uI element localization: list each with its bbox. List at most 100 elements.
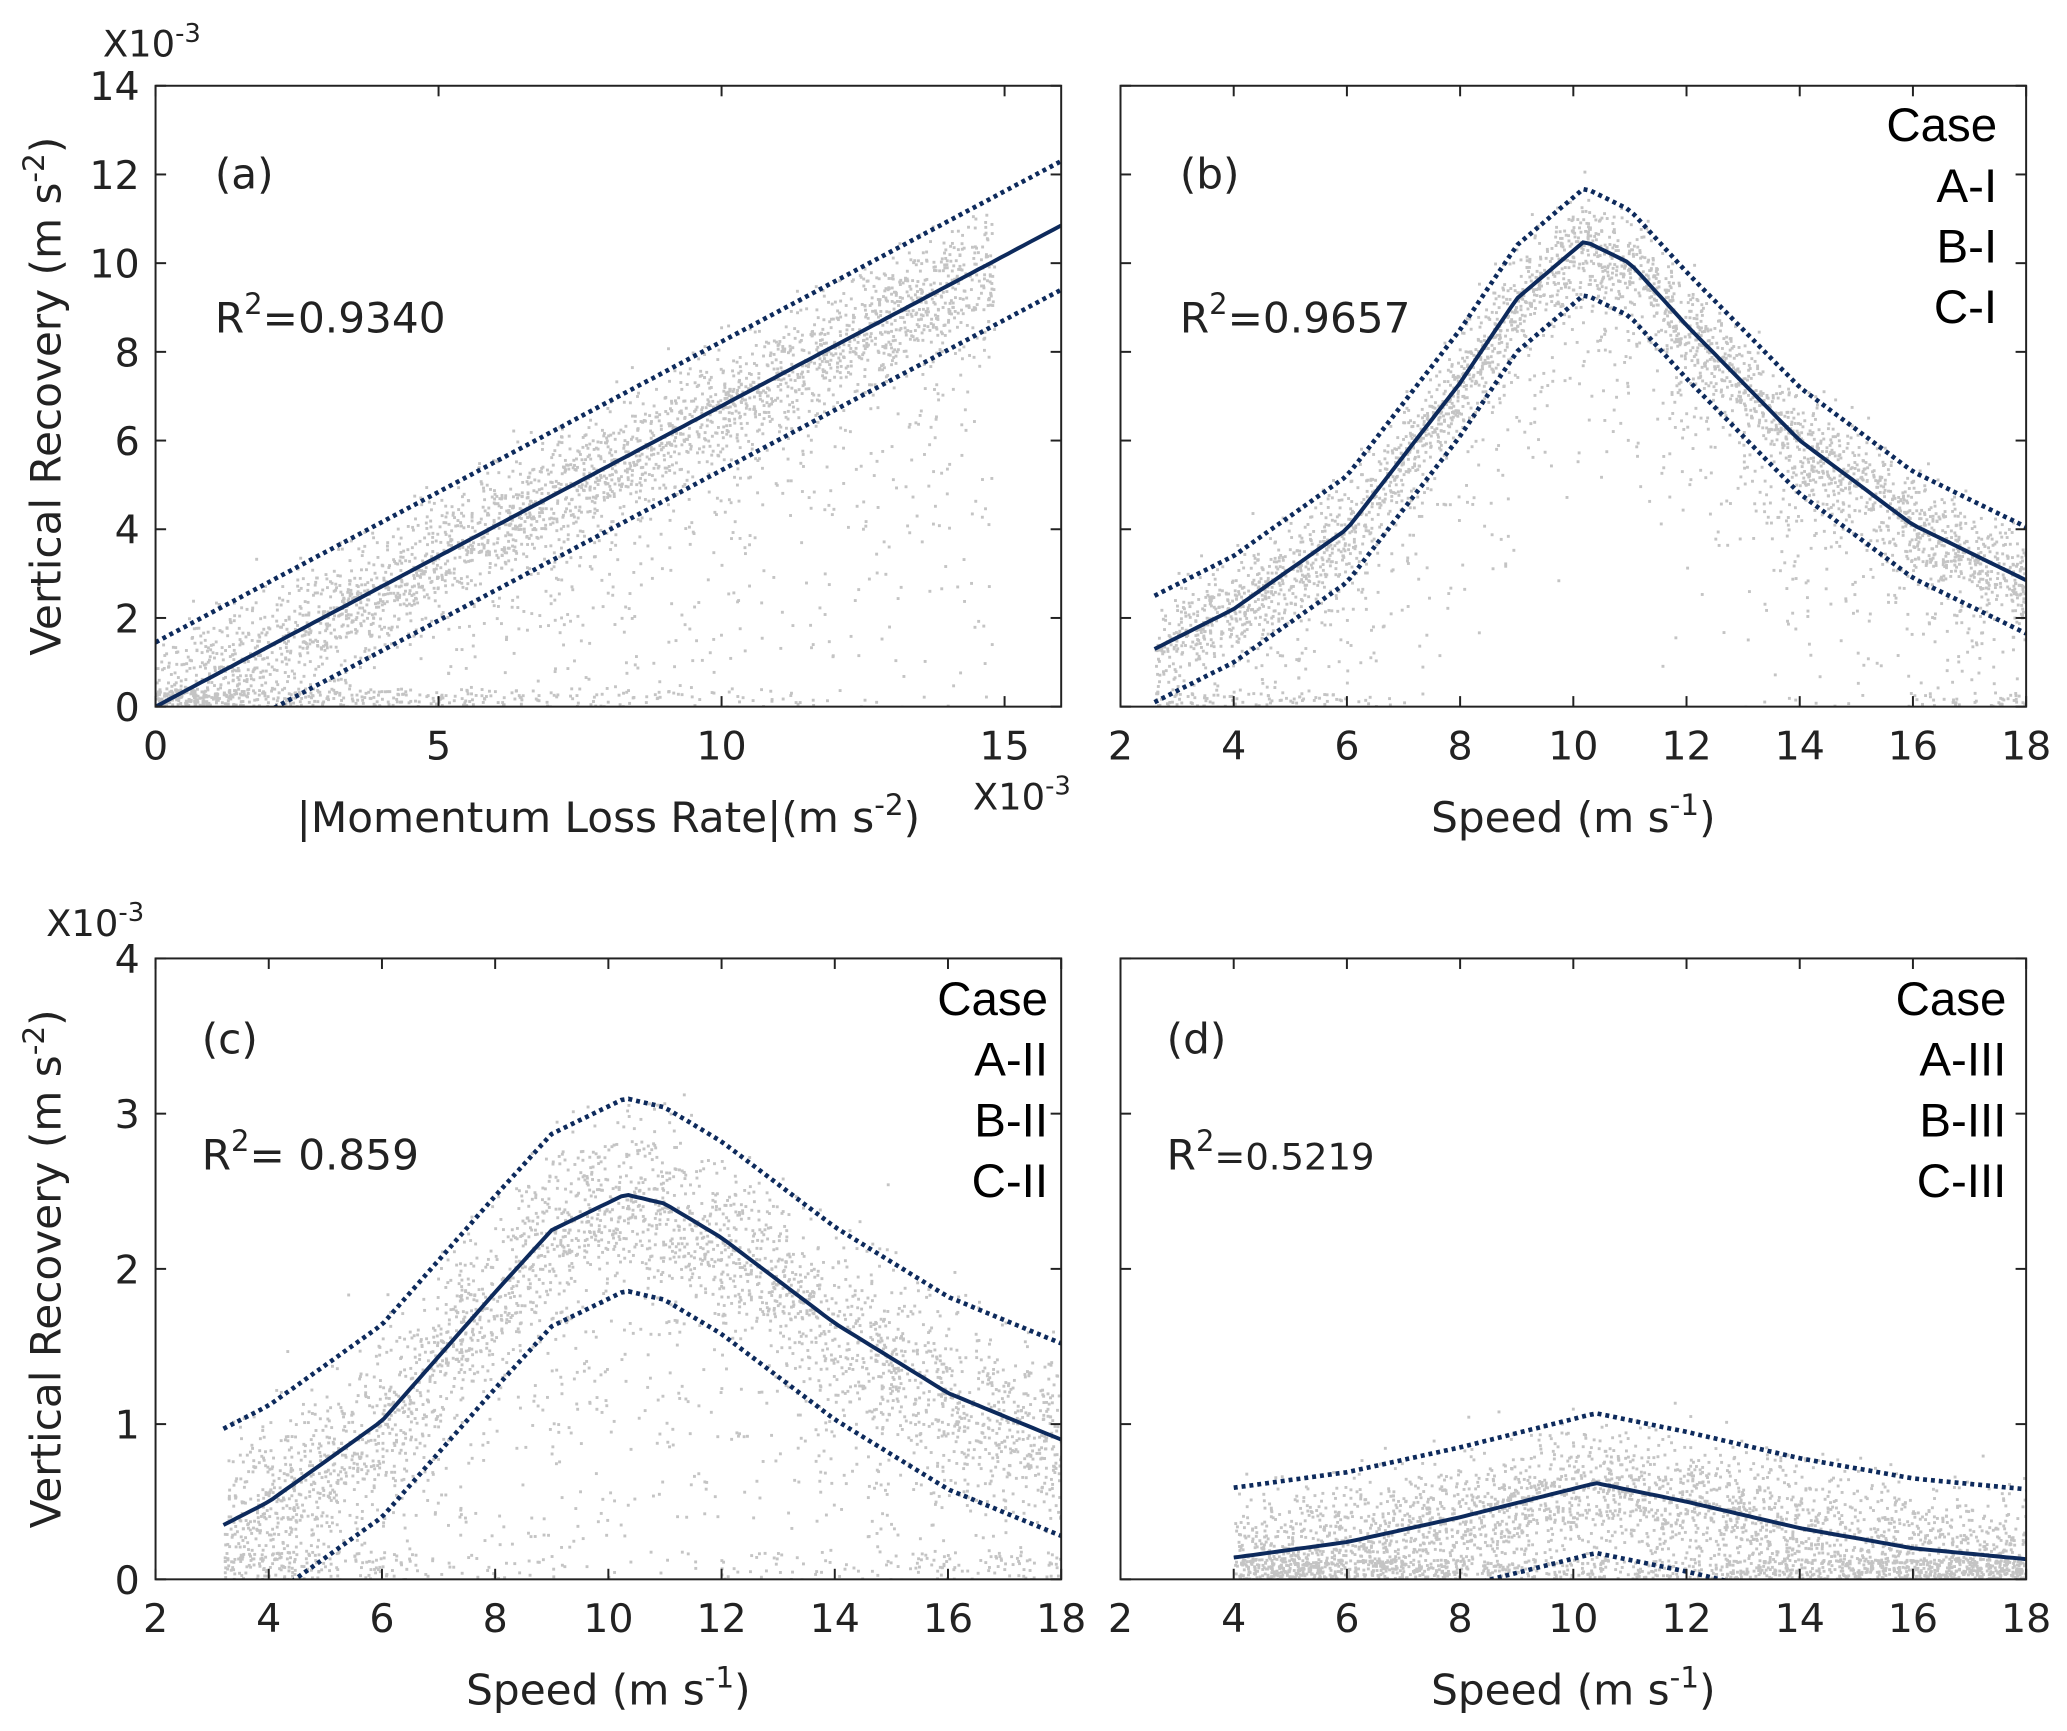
scatter-point	[738, 378, 741, 382]
scatter-point	[624, 484, 628, 488]
y-axis-label-tail: )	[22, 137, 71, 153]
scatter-point	[453, 576, 457, 580]
scatter-point	[1223, 614, 1227, 618]
scatter-point	[536, 572, 540, 575]
scatter-point	[442, 548, 446, 552]
scatter-point	[952, 684, 956, 688]
scatter-point	[1832, 493, 1836, 497]
scatter-point	[965, 323, 969, 327]
scatter-point	[362, 619, 366, 623]
scatter-point	[1654, 333, 1658, 337]
scatter-point	[580, 483, 584, 487]
scatter-point	[807, 496, 811, 500]
scatter-point	[985, 213, 989, 217]
scatter-point	[486, 513, 489, 517]
scatter-point	[478, 521, 482, 524]
scatter-point	[462, 514, 466, 518]
scatter-point	[729, 501, 733, 505]
scatter-point	[455, 648, 459, 652]
scatter-point	[511, 598, 515, 602]
scatter-point	[714, 393, 718, 397]
scatter-point	[1492, 291, 1496, 295]
scatter-point	[836, 365, 839, 369]
scatter-point	[1364, 607, 1368, 611]
scatter-point	[602, 474, 606, 478]
scatter-point	[387, 703, 391, 707]
scatter-point	[571, 588, 575, 592]
scatter-point	[891, 256, 895, 260]
scatter-point	[646, 446, 649, 450]
scatter-point	[1933, 504, 1937, 508]
scatter-point	[458, 555, 462, 559]
scatter-point	[914, 263, 918, 267]
scatter-point	[606, 492, 610, 496]
scatter-point	[1270, 622, 1274, 626]
scatter-point	[204, 689, 208, 693]
scatter-point	[801, 453, 805, 456]
scatter-point	[233, 692, 237, 696]
scatter-point	[925, 309, 928, 313]
scatter-point	[1489, 355, 1493, 359]
scatter-point	[263, 694, 267, 698]
scatter-point	[774, 358, 778, 362]
scatter-point	[1781, 446, 1785, 450]
scatter-point	[541, 441, 545, 445]
scatter-point	[221, 666, 225, 669]
scatter-point	[839, 364, 843, 368]
scatter-point	[1438, 654, 1442, 658]
scatter-point	[870, 322, 874, 326]
scatter-point	[802, 382, 806, 386]
scatter-point	[375, 541, 379, 545]
scatter-point	[1725, 376, 1729, 380]
scatter-point	[1378, 506, 1382, 510]
scatter-point	[361, 606, 365, 610]
scatter-point	[953, 309, 957, 313]
scatter-point	[381, 593, 385, 597]
scatter-point	[689, 444, 693, 448]
scatter-point	[743, 649, 747, 653]
scatter-point	[1852, 532, 1856, 536]
scatter-point	[1435, 427, 1439, 431]
scatter-point	[875, 571, 879, 575]
scatter-point	[157, 678, 161, 682]
scatter-point	[555, 520, 559, 524]
scatter-point	[332, 679, 336, 683]
scatter-point	[440, 514, 444, 518]
scatter-point	[537, 694, 541, 698]
scatter-point	[1212, 693, 1216, 697]
scatter-point	[933, 504, 937, 508]
scatter-point	[1456, 414, 1460, 418]
scatter-point	[466, 550, 470, 554]
scatter-point	[510, 691, 514, 695]
scatter-point	[334, 635, 337, 639]
scatter-point	[656, 466, 660, 470]
scatter-point	[179, 688, 183, 692]
scatter-point	[567, 502, 571, 506]
scatter-point	[1985, 579, 1989, 583]
scatter-point	[1895, 569, 1899, 573]
scatter-point	[287, 658, 291, 662]
scatter-point	[1386, 444, 1390, 448]
scatter-point	[761, 399, 764, 403]
scatter-point	[864, 524, 868, 528]
scatter-point	[238, 614, 242, 618]
scatter-point	[687, 497, 691, 501]
scatter-point	[1256, 552, 1260, 556]
scatter-point	[687, 426, 691, 430]
scatter-point	[962, 558, 966, 561]
scatter-point	[606, 700, 610, 704]
scatter-point	[1901, 501, 1905, 505]
scatter-point	[1247, 589, 1251, 593]
scatter-point	[448, 701, 451, 705]
scatter-point	[651, 486, 655, 490]
scatter-point	[156, 690, 160, 694]
scatter-point	[530, 542, 534, 546]
scatter-point	[815, 367, 819, 371]
scatter-point	[1456, 379, 1460, 383]
scatter-point	[800, 364, 804, 368]
scatter-point	[335, 586, 338, 590]
scatter-point	[569, 481, 573, 485]
scatter-point	[962, 263, 966, 267]
scatter-point	[516, 440, 520, 444]
scatter-point	[898, 296, 902, 299]
